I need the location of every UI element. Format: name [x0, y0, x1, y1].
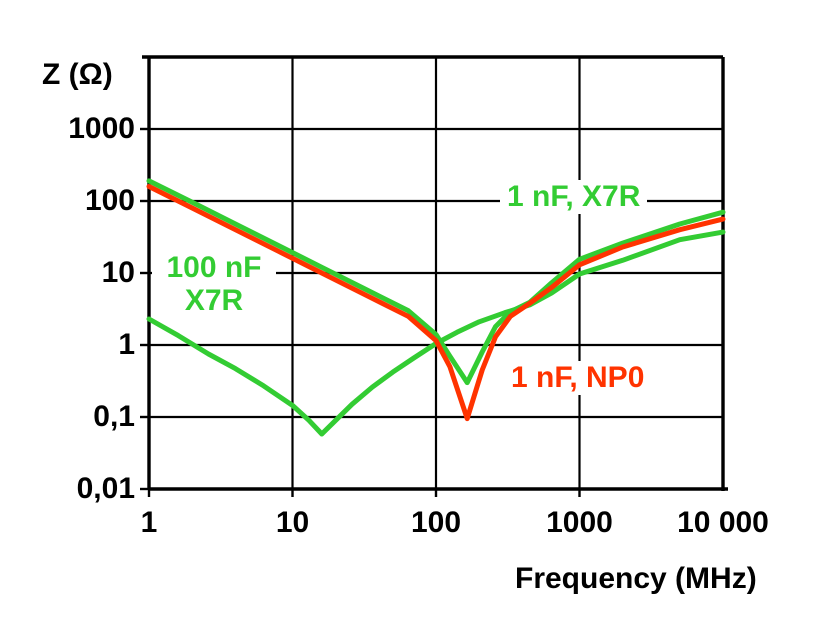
- y-tick-label: 100: [84, 184, 135, 217]
- series-label-100nf-line2: X7R: [184, 284, 244, 317]
- y-tick-label: 0,01: [76, 472, 135, 505]
- y-tick-label: 1: [118, 328, 135, 361]
- series-label-100nf-x7r: 100 nF X7R: [152, 250, 276, 318]
- x-axis-title: Frequency (MHz): [515, 562, 757, 595]
- x-tick-label: 1: [140, 506, 158, 539]
- series-label-1nf-np0: 1 nF, NP0: [504, 361, 652, 395]
- y-axis-title: Z (Ω): [42, 58, 113, 91]
- y-tick-label: 10: [101, 256, 135, 289]
- x-tick-label: 100: [410, 506, 462, 539]
- y-tick-label: 1000: [68, 112, 135, 145]
- x-tick-label: 10: [275, 506, 310, 539]
- x-tick-label: 1000: [546, 506, 613, 539]
- series-label-100nf-line1: 100 nF: [166, 251, 262, 284]
- x-tick-label: 10 000: [677, 506, 769, 539]
- series-label-1nf-x7r: 1 nF, X7R: [500, 180, 648, 214]
- y-tick-label: 0,1: [93, 400, 135, 433]
